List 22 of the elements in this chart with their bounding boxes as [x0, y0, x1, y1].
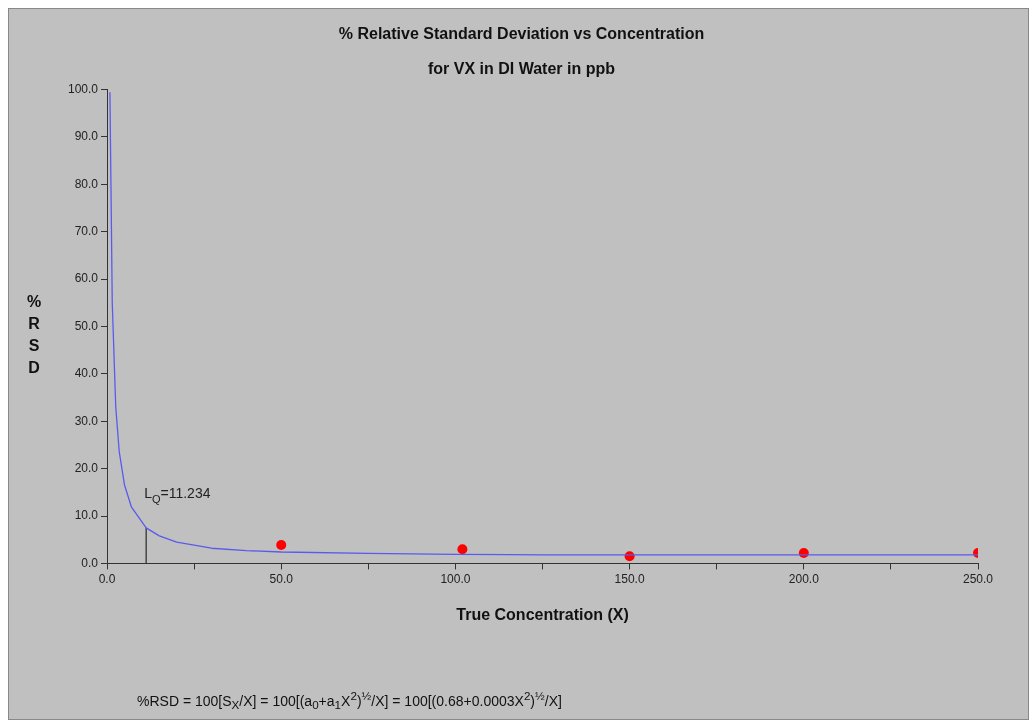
y-tick-label: 20.0 — [74, 460, 99, 475]
y-axis-title: %RSD — [27, 292, 42, 378]
x-tick-label: 250.0 — [962, 571, 994, 586]
y-tick-label: 100.0 — [68, 81, 99, 96]
y-tick-label: 40.0 — [74, 366, 99, 381]
x-tick-label: 200.0 — [788, 571, 820, 586]
chart-subtitle: for VX in DI Water in ppb — [428, 60, 616, 78]
y-tick-label: 60.0 — [74, 271, 99, 286]
x-tick-label: 0.0 — [98, 571, 116, 586]
x-tick-label: 100.0 — [440, 571, 471, 586]
y-tick-label: 50.0 — [74, 318, 99, 333]
y-tick-label: 90.0 — [74, 129, 99, 144]
x-tick-label: 150.0 — [614, 571, 645, 586]
text: %RSD = 100[S$_{X}$/X] = 100[(a$_{0}$+a$_{1}$X$^{2}$)$^{½}$/X] = 100[(0.68+0.0003X$^{2}$)$^{½}$/X] — [137, 689, 562, 712]
y-tick-label: 10.0 — [74, 508, 99, 523]
y-tick-label: 80.0 — [74, 176, 99, 191]
x-tick-label: 50.0 — [269, 571, 294, 586]
y-tick-label: 30.0 — [74, 413, 99, 428]
y-tick-label: 70.0 — [74, 223, 99, 238]
x-axis-title: True Concentration (X) — [456, 605, 629, 623]
y-tick-label: 0.0 — [81, 555, 99, 570]
chart-title: % Relative Standard Deviation vs Concentration — [338, 25, 705, 43]
